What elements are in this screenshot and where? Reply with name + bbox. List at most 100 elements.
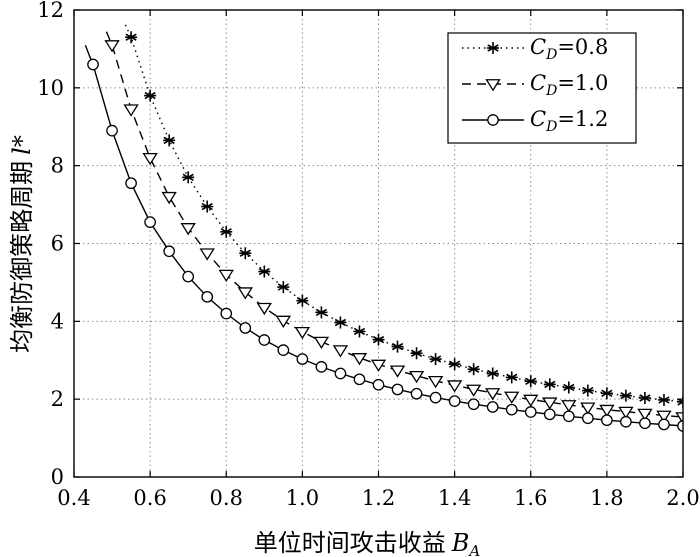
series-1-point — [581, 384, 594, 397]
legend-3-var: C — [530, 107, 546, 131]
series-2-point — [618, 406, 634, 420]
series-2 — [104, 31, 683, 425]
series-1-point — [315, 306, 328, 319]
star-stroke — [525, 377, 537, 385]
series-1-point — [505, 371, 518, 384]
legend-2-marker — [485, 79, 501, 92]
star-stroke — [258, 267, 270, 276]
x-tick-label: 1.2 — [362, 486, 395, 510]
series-2-point — [104, 40, 120, 53]
series-3-point — [125, 177, 137, 190]
series-2-point — [199, 248, 215, 261]
legend-label-1: CD=0.8 — [530, 35, 608, 63]
x-tick-label: 0.4 — [57, 486, 90, 510]
series-3-point — [144, 216, 156, 228]
series-3-point — [258, 334, 271, 346]
x-axis-label-sub: A — [467, 542, 480, 557]
series-3-point — [620, 415, 632, 428]
series-3 — [84, 45, 683, 432]
star-stroke — [601, 389, 613, 398]
x-axis-label: 单位时间攻击收益 BA — [254, 529, 481, 557]
series-2-point — [523, 394, 539, 407]
series-3-point — [505, 403, 518, 416]
series-1-point — [657, 393, 670, 406]
star-stroke — [334, 318, 347, 327]
series-3-point — [182, 270, 195, 283]
star-stroke — [677, 400, 683, 406]
star-stroke — [487, 44, 499, 52]
x-tick-label: 0.6 — [133, 486, 166, 510]
legend-box — [447, 32, 637, 144]
y-axis-label-text: 均衡防御策略周期 — [8, 161, 36, 353]
star-stroke — [144, 91, 156, 100]
series-3-point — [639, 417, 651, 430]
star-stroke — [220, 228, 232, 236]
series-1-point — [600, 387, 613, 400]
series-2-point — [408, 370, 425, 384]
series-1-point — [239, 247, 252, 260]
star-stroke — [677, 398, 683, 403]
series-1-point — [258, 265, 271, 278]
series-2-point — [542, 397, 558, 410]
star-stroke — [277, 283, 289, 291]
series-2-point — [332, 345, 349, 358]
star-stroke — [391, 342, 404, 351]
series-1-point — [410, 347, 423, 360]
legend-2-name: =1.0 — [557, 71, 608, 95]
series-3-point — [353, 373, 366, 386]
series-1-point — [524, 375, 537, 388]
star-stroke — [544, 380, 556, 389]
series-2-point — [427, 376, 444, 389]
x-tick-label: 0.8 — [210, 486, 243, 510]
series-2-point — [294, 326, 311, 340]
series-2-point — [580, 402, 596, 415]
series-2-point — [237, 287, 253, 300]
series-3-point — [524, 406, 537, 418]
series-3-point — [239, 322, 252, 334]
x-axis-label-text: 单位时间攻击收益 — [254, 529, 446, 557]
series-3-point — [372, 378, 385, 391]
series-3-point — [486, 401, 499, 413]
star-stroke — [468, 365, 480, 373]
series-3-point — [87, 58, 99, 71]
series-layer — [84, 24, 683, 432]
series-1-point — [220, 225, 233, 238]
series-1-point — [543, 378, 556, 391]
legend-label-3: CD=1.2 — [530, 107, 608, 135]
series-2-point — [446, 380, 463, 393]
legend-entries — [462, 42, 524, 126]
legend-1-name: =0.8 — [557, 35, 608, 59]
series-1-point — [619, 389, 632, 402]
series-2-point — [504, 391, 520, 404]
series-1-point — [334, 316, 347, 329]
star-stroke — [582, 386, 594, 395]
ticks: 0.4 0.6 0.8 1.0 1.2 1.4 1.6 1.8 2.0 0 2 4 6 8 10 12 — [37, 0, 699, 510]
x-tick-label: 2.0 — [666, 486, 699, 510]
series-1 — [124, 24, 683, 408]
y-axis-label: 均衡防御策略周期 l* — [8, 135, 36, 353]
series-1-point — [467, 363, 480, 376]
series-3-point — [296, 353, 309, 365]
star-stroke — [563, 383, 575, 392]
series-2-point — [180, 223, 196, 236]
legend-label-2: CD=1.0 — [530, 71, 608, 99]
star-stroke — [639, 394, 651, 402]
x-tick-label: 1.6 — [514, 486, 547, 510]
star-stroke — [315, 308, 328, 317]
x-axis-label-var: B — [451, 529, 470, 557]
series-3-point — [315, 361, 328, 373]
y-tick-label: 2 — [51, 387, 64, 411]
series-2-point — [142, 153, 158, 166]
y-tick-label: 0 — [51, 465, 64, 489]
series-3-point — [410, 387, 423, 400]
y-tick-label: 12 — [37, 0, 64, 22]
series-1-point — [486, 367, 499, 380]
star-stroke — [506, 373, 518, 382]
legend-3-sub: D — [545, 119, 557, 135]
series-3-point — [163, 245, 176, 258]
series-2-point — [465, 384, 482, 397]
series-1-point — [372, 333, 385, 346]
series-1-point — [163, 134, 176, 147]
series-3-point — [467, 398, 480, 411]
